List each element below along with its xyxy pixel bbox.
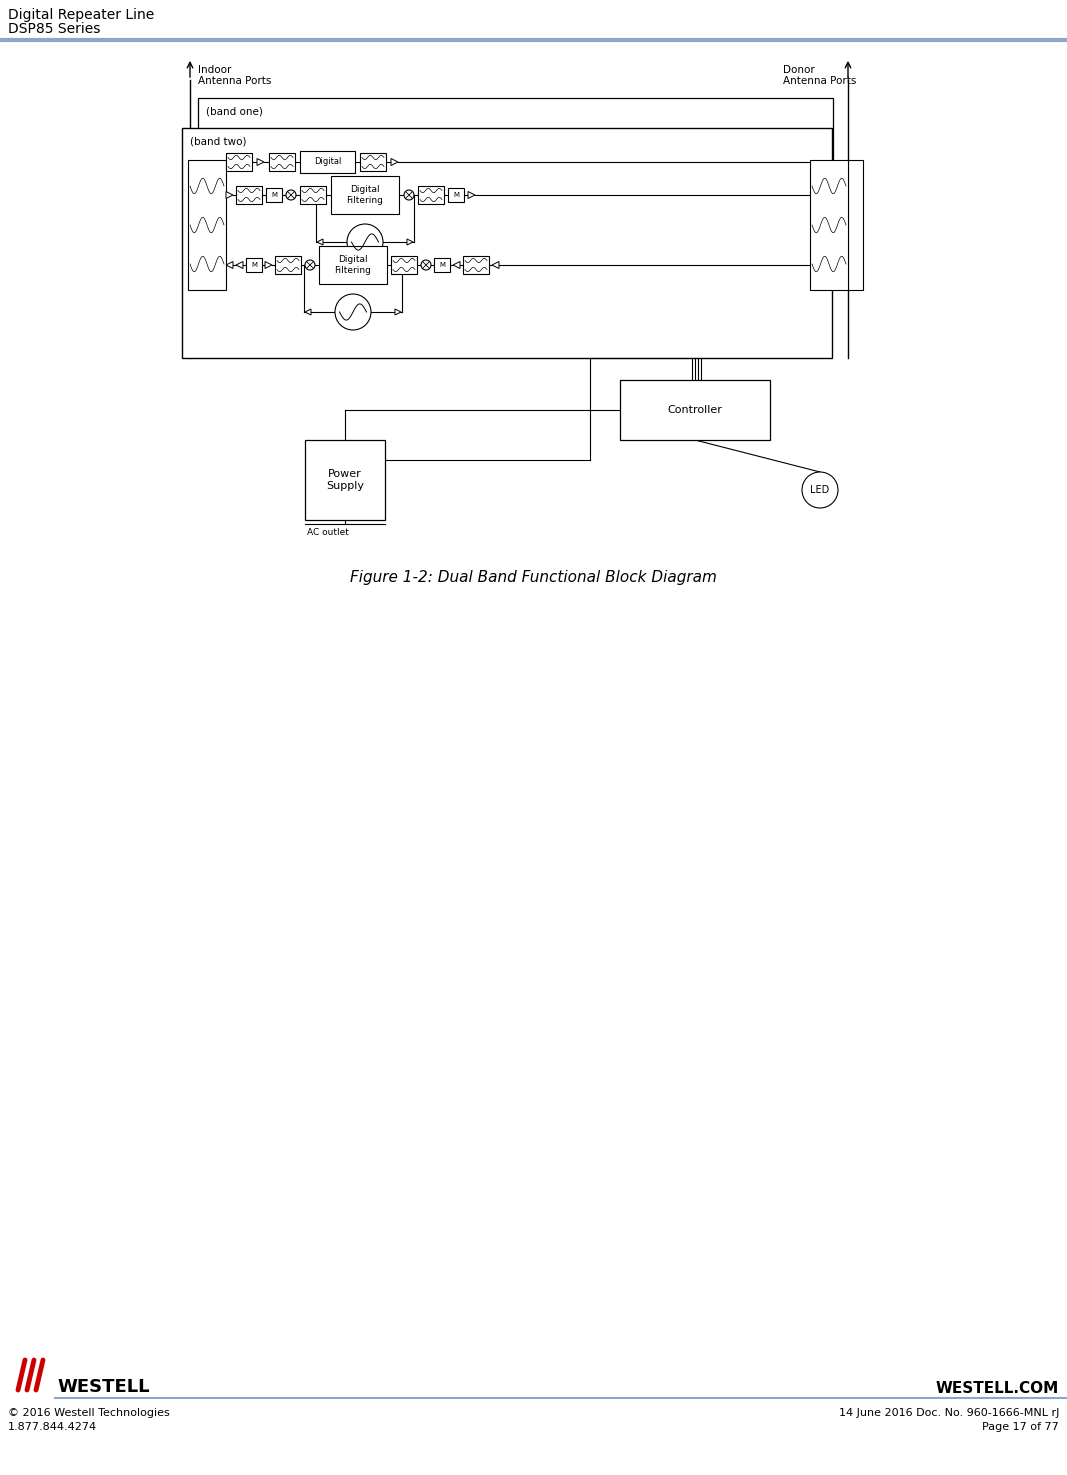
Bar bbox=[463, 257, 489, 274]
Bar bbox=[246, 258, 262, 271]
Text: WESTELL: WESTELL bbox=[57, 1378, 149, 1395]
Text: © 2016 Westell Technologies: © 2016 Westell Technologies bbox=[7, 1409, 170, 1417]
Text: Donor: Donor bbox=[783, 65, 815, 75]
Text: Controller: Controller bbox=[668, 406, 722, 414]
Circle shape bbox=[335, 294, 371, 330]
Polygon shape bbox=[468, 192, 475, 199]
Text: M: M bbox=[271, 192, 277, 198]
Text: WESTELL.COM: WESTELL.COM bbox=[936, 1381, 1060, 1395]
Text: Antenna Ports: Antenna Ports bbox=[783, 77, 857, 86]
Bar bbox=[620, 381, 770, 440]
Bar bbox=[269, 153, 294, 171]
Text: Indoor: Indoor bbox=[198, 65, 232, 75]
Bar bbox=[188, 159, 226, 291]
Polygon shape bbox=[317, 239, 323, 245]
Text: (band two): (band two) bbox=[190, 136, 246, 146]
Text: Digital Repeater Line: Digital Repeater Line bbox=[7, 7, 155, 22]
Polygon shape bbox=[407, 239, 413, 245]
Polygon shape bbox=[305, 308, 310, 316]
Text: M: M bbox=[251, 263, 257, 268]
Text: Antenna Ports: Antenna Ports bbox=[198, 77, 271, 86]
Text: 1.877.844.4274: 1.877.844.4274 bbox=[7, 1422, 97, 1432]
Polygon shape bbox=[226, 261, 233, 268]
Text: Page 17 of 77: Page 17 of 77 bbox=[983, 1422, 1060, 1432]
Circle shape bbox=[404, 190, 414, 201]
Bar bbox=[391, 257, 417, 274]
Text: Figure 1-2: Dual Band Functional Block Diagram: Figure 1-2: Dual Band Functional Block D… bbox=[350, 569, 716, 586]
Circle shape bbox=[421, 260, 431, 270]
Bar bbox=[305, 440, 385, 521]
Bar bbox=[848, 159, 863, 291]
Circle shape bbox=[305, 260, 315, 270]
Polygon shape bbox=[236, 261, 243, 268]
Bar bbox=[275, 257, 301, 274]
Circle shape bbox=[347, 224, 383, 260]
Text: Digital
Filtering: Digital Filtering bbox=[347, 186, 383, 205]
Text: AC outlet: AC outlet bbox=[307, 528, 349, 537]
Polygon shape bbox=[257, 158, 264, 165]
Circle shape bbox=[802, 472, 838, 507]
Bar bbox=[360, 153, 386, 171]
Text: 14 June 2016 Doc. No. 960-1666-MNL rJ: 14 June 2016 Doc. No. 960-1666-MNL rJ bbox=[839, 1409, 1060, 1417]
Bar bbox=[810, 159, 848, 291]
Bar bbox=[198, 97, 833, 257]
Bar bbox=[266, 187, 282, 202]
Bar bbox=[319, 246, 387, 285]
Text: LED: LED bbox=[810, 485, 830, 496]
Circle shape bbox=[286, 190, 296, 201]
Bar bbox=[300, 150, 355, 173]
Polygon shape bbox=[395, 308, 401, 316]
Bar bbox=[448, 187, 464, 202]
Text: M: M bbox=[439, 263, 445, 268]
Polygon shape bbox=[492, 261, 499, 268]
Text: DSP85 Series: DSP85 Series bbox=[7, 22, 100, 35]
Bar bbox=[182, 128, 832, 358]
Text: Digital: Digital bbox=[314, 158, 341, 167]
Text: (band one): (band one) bbox=[206, 106, 262, 117]
Bar bbox=[226, 153, 252, 171]
Text: M: M bbox=[453, 192, 459, 198]
Bar bbox=[434, 258, 450, 271]
Bar bbox=[236, 186, 262, 204]
Polygon shape bbox=[265, 261, 272, 268]
Polygon shape bbox=[391, 158, 398, 165]
Bar bbox=[418, 186, 444, 204]
Bar bbox=[331, 176, 399, 214]
Text: Power
Supply: Power Supply bbox=[327, 469, 364, 491]
Text: Digital
Filtering: Digital Filtering bbox=[335, 255, 371, 274]
Polygon shape bbox=[226, 192, 233, 199]
Polygon shape bbox=[453, 261, 460, 268]
Bar bbox=[300, 186, 327, 204]
